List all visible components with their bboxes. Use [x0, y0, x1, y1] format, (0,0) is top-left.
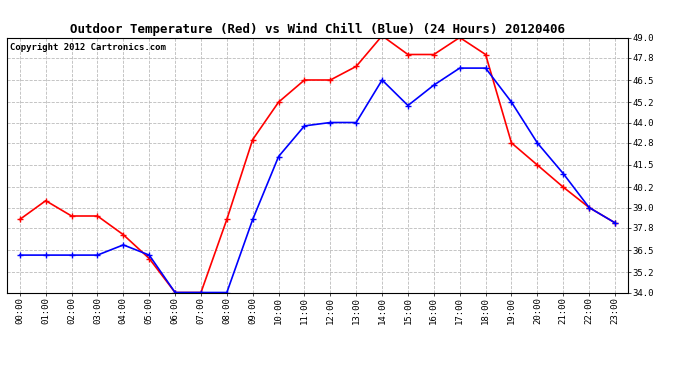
Text: Copyright 2012 Cartronics.com: Copyright 2012 Cartronics.com [10, 43, 166, 52]
Title: Outdoor Temperature (Red) vs Wind Chill (Blue) (24 Hours) 20120406: Outdoor Temperature (Red) vs Wind Chill … [70, 23, 565, 36]
